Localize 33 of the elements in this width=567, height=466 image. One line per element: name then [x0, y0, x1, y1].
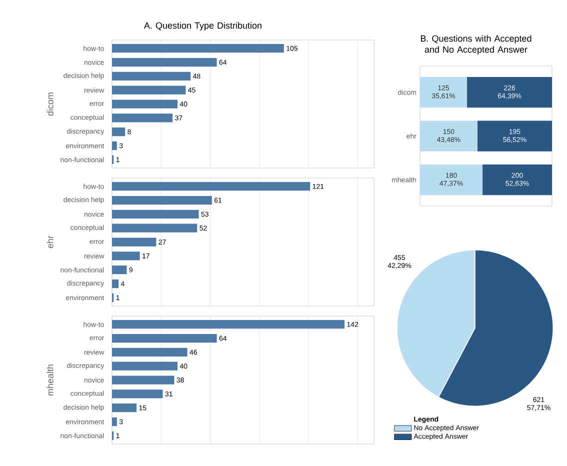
- bar: [112, 266, 127, 274]
- bar: [112, 348, 188, 356]
- bar: [112, 320, 345, 329]
- bar: [112, 334, 217, 343]
- y-axis-title: ehr: [46, 236, 54, 248]
- bar: [112, 100, 178, 108]
- bar: [420, 120, 478, 152]
- bar: [482, 164, 552, 196]
- bar: [112, 58, 217, 67]
- bar: [467, 76, 552, 108]
- bar: [112, 404, 137, 412]
- bar: [112, 390, 163, 398]
- bar: [112, 44, 284, 53]
- bar: [112, 362, 178, 370]
- bar: [112, 417, 117, 426]
- bar: [112, 210, 199, 218]
- bar: [420, 76, 468, 108]
- bar: [112, 182, 310, 191]
- bar: [112, 376, 174, 384]
- bar: [112, 114, 173, 122]
- bar: [112, 196, 212, 205]
- bar: [112, 238, 156, 246]
- bar: [112, 72, 191, 80]
- bar: [112, 279, 119, 288]
- bar: [112, 128, 126, 136]
- bar: [477, 120, 552, 152]
- bar: [112, 224, 198, 232]
- chart-title: B. Questions with Accepted and No Accepted Answer: [420, 35, 532, 54]
- bar: [112, 141, 117, 150]
- chart-title: A. Question Type Distribution: [144, 22, 262, 30]
- bar: [112, 86, 186, 94]
- bar: [420, 164, 483, 196]
- bar: [112, 252, 140, 260]
